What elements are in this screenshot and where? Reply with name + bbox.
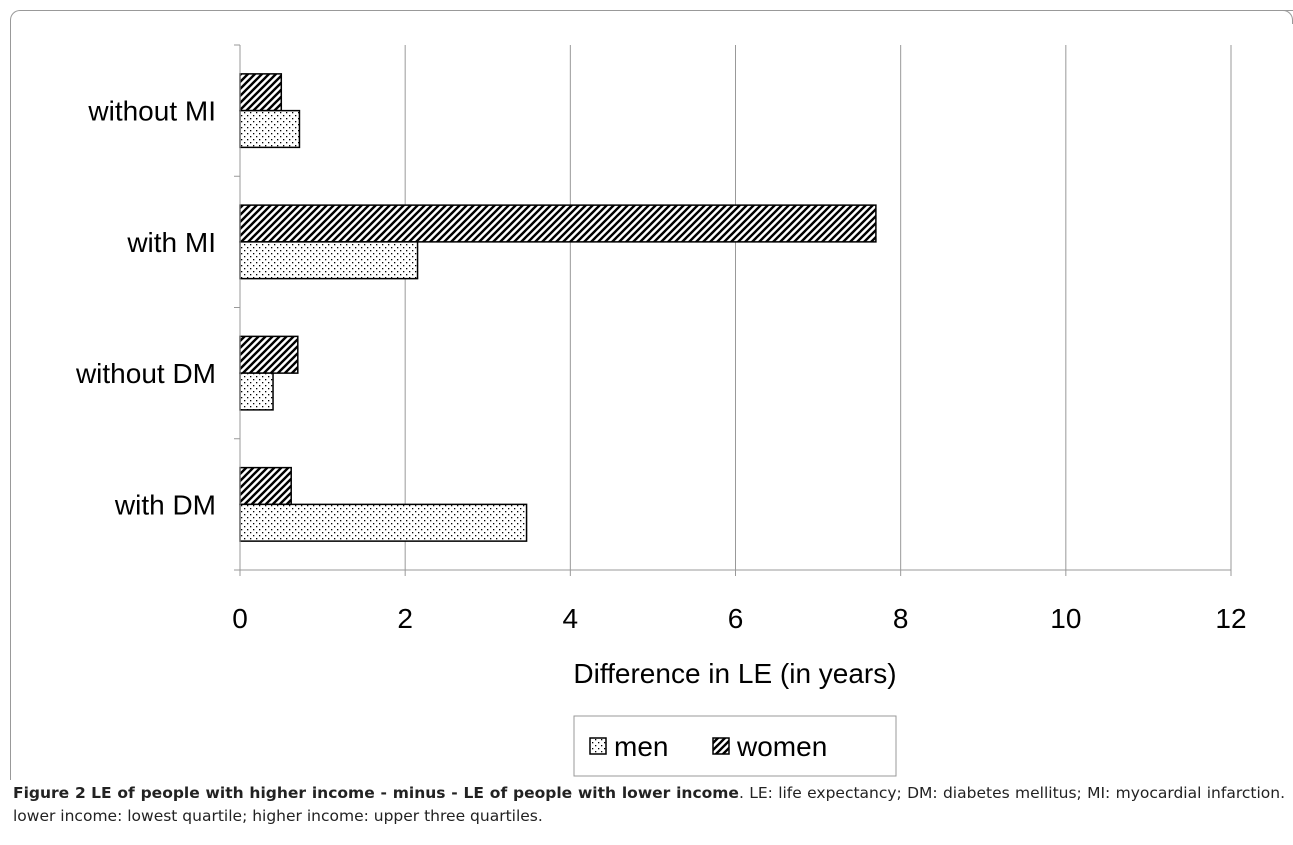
legend-swatch-women [712, 737, 730, 755]
legend: men women [573, 715, 897, 777]
y-category-label: with MI [126, 227, 216, 258]
x-tick-label: 8 [893, 603, 909, 634]
legend-label-men: men [614, 731, 668, 762]
figure-caption: Figure 2 LE of people with higher income… [13, 782, 1285, 828]
x-axis-title: Difference in LE (in years) [573, 658, 896, 689]
y-category-label: without DM [75, 358, 216, 389]
bar-women [239, 204, 877, 243]
x-tick-label: 0 [232, 603, 248, 634]
caption-text: . LE: life expectancy; DM: diabetes mell… [13, 784, 1286, 825]
x-tick-label: 2 [397, 603, 413, 634]
x-tick-label: 12 [1215, 603, 1246, 634]
x-tick-label: 6 [728, 603, 744, 634]
bar-women [239, 335, 299, 374]
bar-women [239, 73, 283, 112]
bar-men [239, 372, 274, 411]
bar-women [239, 466, 292, 506]
y-category-label: without MI [87, 96, 216, 127]
caption-label: Figure 2 [13, 784, 86, 802]
y-category-label: with DM [114, 489, 216, 520]
legend-label-women: women [736, 731, 827, 762]
legend-swatch-men [589, 737, 607, 755]
bar-men [239, 109, 301, 149]
x-tick-label: 10 [1050, 603, 1081, 634]
bar-men [239, 503, 528, 542]
bar-chart: 0 2 4 6 8 10 12 without MI with MI without DM with… [75, 44, 1247, 777]
chart-border [10, 10, 1293, 780]
caption-title: LE of people with higher income - minus … [91, 784, 739, 802]
bar-men [239, 241, 419, 280]
x-tick-label: 4 [563, 603, 579, 634]
legend-box [573, 715, 897, 777]
